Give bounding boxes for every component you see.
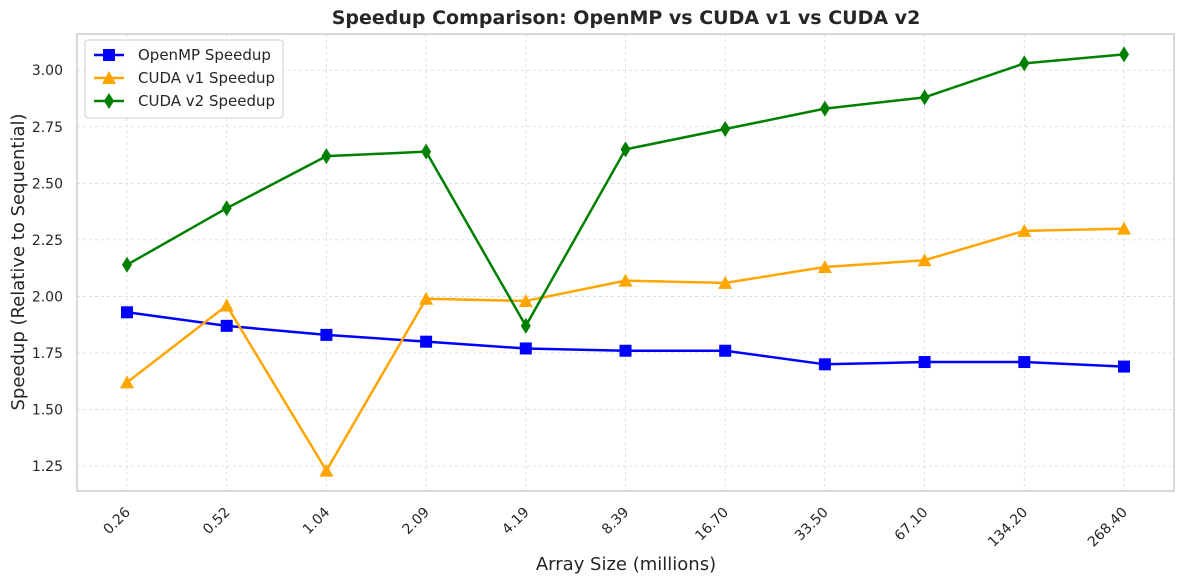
plot-frame bbox=[76, 33, 1175, 492]
y-tick-label: 1.75 bbox=[32, 346, 63, 362]
y-axis-label: Speedup (Relative to Sequential) bbox=[8, 113, 29, 410]
data-point bbox=[121, 306, 133, 319]
data-point bbox=[818, 358, 831, 371]
legend-marker bbox=[103, 49, 115, 61]
data-point bbox=[520, 317, 531, 334]
data-point bbox=[219, 298, 234, 312]
data-point bbox=[419, 291, 434, 305]
legend-label: CUDA v1 Speedup bbox=[138, 69, 275, 87]
legend: OpenMP Speedup CUDA v1 Speedup CUDA v2 Spe… bbox=[84, 39, 284, 119]
data-point bbox=[720, 121, 731, 138]
data-point bbox=[719, 344, 732, 357]
y-tick-label: 2.00 bbox=[32, 289, 63, 305]
data-point bbox=[718, 275, 733, 289]
legend-marker bbox=[104, 93, 114, 109]
legend-label: CUDA v2 Speedup bbox=[138, 92, 275, 110]
data-point bbox=[1119, 46, 1129, 63]
legend-item: OpenMP Speedup bbox=[94, 46, 271, 64]
y-tick-label: 1.50 bbox=[32, 403, 63, 419]
data-point bbox=[221, 200, 232, 217]
series-lines bbox=[120, 46, 1131, 477]
y-tick-label: 2.50 bbox=[32, 176, 63, 192]
data-point bbox=[519, 342, 532, 355]
data-point bbox=[320, 328, 333, 341]
data-point bbox=[819, 100, 830, 117]
data-point bbox=[1019, 55, 1030, 72]
data-point bbox=[120, 375, 134, 389]
data-point bbox=[1117, 221, 1131, 235]
data-point bbox=[919, 89, 930, 106]
data-point bbox=[421, 143, 432, 160]
data-point bbox=[420, 335, 433, 348]
series-2 bbox=[122, 46, 1129, 334]
data-point bbox=[518, 293, 533, 307]
legend-label: OpenMP Speedup bbox=[138, 46, 271, 64]
x-axis-label: Array Size (millions) bbox=[536, 554, 716, 575]
data-point bbox=[122, 256, 132, 273]
chart-title: Speedup Comparison: OpenMP vs CUDA v1 vs… bbox=[332, 7, 921, 29]
data-point bbox=[1118, 360, 1130, 373]
y-tick-label: 2.75 bbox=[32, 120, 63, 136]
legend-item: CUDA v1 Speedup bbox=[94, 69, 275, 87]
data-point bbox=[918, 356, 931, 369]
data-point bbox=[620, 141, 631, 158]
data-point bbox=[220, 319, 233, 332]
data-point bbox=[1017, 223, 1032, 237]
y-axis-ticks: 1.25 1.50 1.75 2.00 2.25 2.50 2.75 3.00 bbox=[32, 63, 63, 475]
y-tick-label: 3.00 bbox=[32, 63, 63, 79]
series-1 bbox=[120, 221, 1131, 477]
data-point bbox=[319, 463, 334, 477]
legend-item: CUDA v2 Speedup bbox=[94, 92, 275, 110]
y-tick-label: 2.25 bbox=[32, 233, 63, 249]
series-0 bbox=[121, 306, 1130, 373]
data-point bbox=[321, 148, 332, 165]
data-point bbox=[619, 344, 632, 357]
data-point bbox=[817, 260, 832, 274]
legend-box bbox=[84, 39, 284, 119]
data-point bbox=[1018, 356, 1031, 369]
data-point bbox=[917, 253, 932, 267]
data-point bbox=[618, 273, 633, 287]
legend-marker bbox=[102, 71, 116, 84]
y-tick-label: 1.25 bbox=[32, 459, 63, 475]
